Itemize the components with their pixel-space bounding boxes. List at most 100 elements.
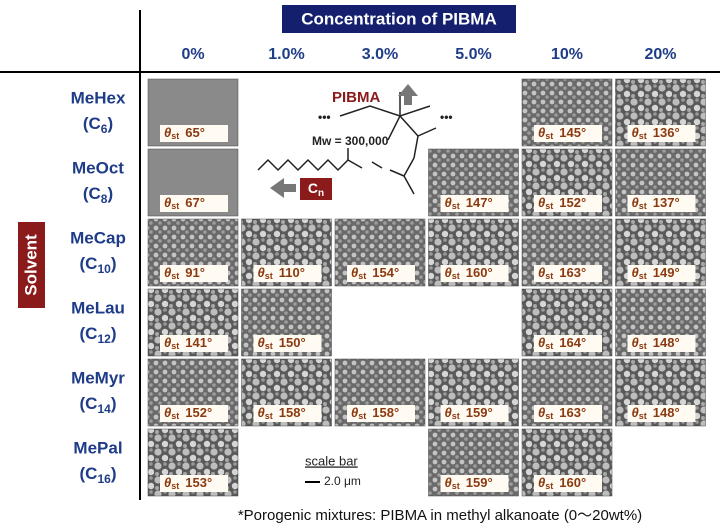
row-name: MePal — [73, 438, 122, 457]
chain-label: Cn — [308, 180, 324, 199]
angle-box — [160, 265, 228, 282]
angle-value: 137° — [653, 195, 680, 210]
sem-cell: θst 163° — [521, 358, 613, 427]
chain-c: C — [308, 180, 318, 196]
side-label: Solvent — [21, 234, 40, 296]
angle-value: 150° — [279, 335, 306, 350]
contact-angle: θst 163° — [538, 405, 586, 421]
angle-value: 91° — [185, 265, 205, 280]
column-label: 20% — [644, 46, 676, 63]
sem-cell: θst 65° — [147, 78, 239, 147]
contact-angle: θst 154° — [351, 265, 399, 281]
angle-sub: st — [265, 271, 273, 281]
carbon-open: (C — [80, 394, 98, 413]
angle-sub: st — [452, 411, 460, 421]
contact-angle: θst 158° — [258, 405, 306, 421]
sem-cell: θst 150° — [241, 288, 332, 357]
angle-sub: st — [452, 271, 460, 281]
angle-sub: st — [545, 481, 553, 491]
angle-box — [253, 405, 322, 422]
angle-value: 148° — [653, 335, 680, 350]
sem-cell: θst 149° — [615, 218, 706, 287]
angle-value: 141° — [185, 335, 212, 350]
contact-angle: θst 159° — [445, 405, 493, 421]
sem-cell: θst 137° — [615, 148, 706, 217]
carbon-sub: 6 — [101, 122, 108, 136]
contact-angle: θst 91° — [164, 265, 205, 281]
arrow-up — [398, 84, 418, 105]
contact-angle: θst 148° — [632, 335, 680, 351]
angle-value: 148° — [653, 405, 680, 420]
angle-sub: st — [639, 131, 647, 141]
dots-left: ••• — [318, 110, 331, 124]
column-label: 3.0% — [362, 46, 398, 63]
sem-cell: θst 136° — [615, 78, 706, 147]
angle-symbol: θ — [445, 405, 452, 420]
carbon-close: ) — [107, 184, 113, 203]
contact-angle: θst 163° — [538, 265, 586, 281]
sem-cell: θst 164° — [521, 288, 613, 357]
carbon-sub: 10 — [97, 262, 111, 276]
contact-angle: θst 164° — [538, 335, 586, 351]
contact-angle: θst 159° — [445, 475, 493, 491]
row-name: MeOct — [72, 158, 124, 177]
angle-value: 152° — [559, 195, 586, 210]
chain-box — [300, 178, 332, 200]
angle-box — [534, 265, 602, 282]
carbon-open: (C — [83, 114, 101, 133]
angle-sub: st — [265, 341, 273, 351]
sem-cell: θst 158° — [334, 358, 426, 427]
angle-symbol: θ — [538, 335, 545, 350]
angle-sub: st — [171, 481, 179, 491]
sem-cell: θst 91° — [147, 218, 239, 287]
contact-angle: θst 152° — [538, 195, 586, 211]
inset — [257, 92, 437, 195]
column-label: 10% — [551, 46, 583, 63]
angle-symbol: θ — [351, 265, 358, 280]
carbon-close: ) — [111, 324, 117, 343]
angle-box — [440, 195, 509, 212]
angle-symbol: θ — [445, 195, 452, 210]
angle-sub: st — [545, 131, 553, 141]
mw-label: Mw = 300,000 — [312, 134, 389, 148]
contact-angle: θst 145° — [538, 125, 586, 141]
sem-cell: θst 141° — [147, 288, 239, 357]
angle-sub: st — [545, 201, 553, 211]
angle-sub: st — [639, 341, 647, 351]
carbon-close: ) — [111, 394, 117, 413]
sem-cell: θst 158° — [241, 358, 332, 427]
angle-symbol: θ — [164, 265, 171, 280]
angle-value: 159° — [466, 405, 493, 420]
side-box — [18, 222, 45, 308]
angle-sub: st — [639, 201, 647, 211]
contact-angle: θst 152° — [164, 405, 212, 421]
angle-symbol: θ — [538, 475, 545, 490]
contact-angle: θst 147° — [445, 195, 493, 211]
angle-value: 153° — [185, 475, 212, 490]
title: Concentration of PIBMA — [301, 9, 497, 28]
angle-value: 149° — [653, 265, 680, 280]
scale-label: scale bar — [305, 453, 358, 468]
angle-sub: st — [545, 341, 553, 351]
carbon-sub: 16 — [97, 472, 111, 486]
carbon-open: (C — [80, 254, 98, 273]
angle-sub: st — [545, 271, 553, 281]
angle-symbol: θ — [538, 195, 545, 210]
contact-angle: θst 65° — [164, 125, 205, 141]
row-carbon: (C8) — [83, 184, 113, 206]
angle-sub: st — [545, 411, 553, 421]
sem-cell: θst 159° — [428, 358, 519, 427]
angle-value: 152° — [185, 405, 212, 420]
angle-sub: st — [265, 411, 273, 421]
row-carbon: (C16) — [80, 464, 117, 486]
angle-symbol: θ — [258, 335, 265, 350]
angle-symbol: θ — [538, 265, 545, 280]
contact-angle: θst 148° — [632, 405, 680, 421]
carbon-sub: 12 — [97, 332, 111, 346]
angle-symbol: θ — [445, 475, 452, 490]
angle-sub: st — [171, 201, 179, 211]
contact-angle: θst 153° — [164, 475, 212, 491]
angle-sub: st — [171, 271, 179, 281]
column-label: 1.0% — [268, 46, 304, 63]
